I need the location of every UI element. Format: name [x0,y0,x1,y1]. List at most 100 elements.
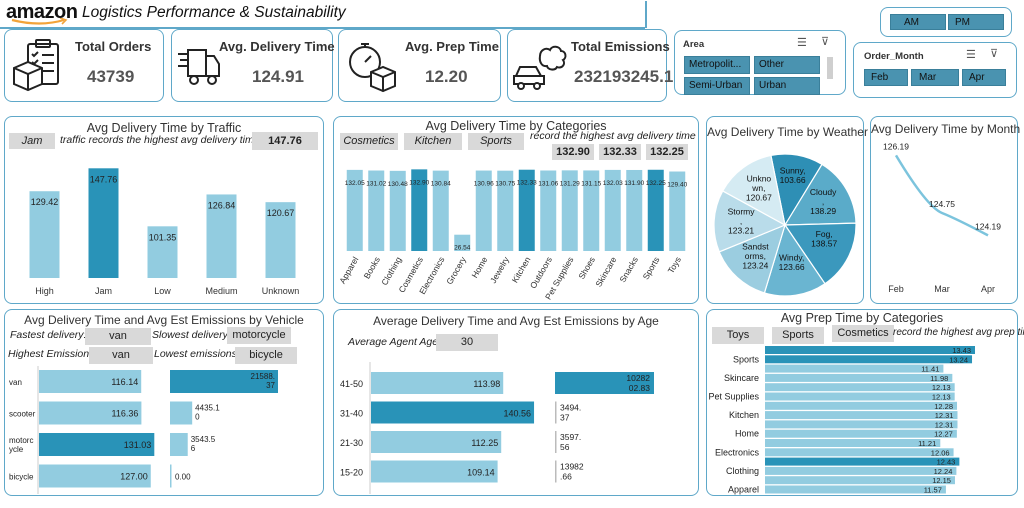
row-label: scooter [9,410,36,419]
tick-label: Feb [888,284,904,294]
slice-label: Sunny, 103.66 [780,166,806,186]
chart-title: Avg Delivery Time by Traffic [86,121,242,135]
tick-label: Sports [733,354,760,364]
bar [497,170,514,251]
tick-label: Electronics [715,447,760,457]
tick-label: Shoes [576,255,597,281]
bar [371,401,535,424]
multi-select-icon[interactable]: ☰ [797,37,807,49]
slicer-item[interactable]: Other [754,56,820,74]
tick-label: Medium [205,286,237,296]
slicer-item[interactable]: Mar [911,69,959,86]
bar [647,169,664,251]
tick-label: Kitchen [510,255,533,285]
data-label: 12.24 [934,467,953,476]
logo-text: amazon [6,1,78,23]
bar [39,464,151,488]
dashboard-title: Logistics Performance & Sustainability [82,4,346,21]
bar [454,234,471,251]
data-label: 12.13 [932,383,951,392]
bar [765,401,958,410]
bar [346,169,363,251]
slicer-item[interactable]: Feb [864,69,908,86]
bar [765,420,958,429]
data-label: 140.56 [504,409,532,419]
data-label: 130.48 [388,181,408,188]
bar [147,226,178,278]
bar [765,355,973,364]
data-label: 12.28 [934,402,953,411]
area-slicer: Area ☰ ⊽ Metropolit... Other Semi-Urban … [674,30,846,95]
slicer-item-am[interactable]: AM [890,14,946,30]
tick-label: Sports [641,255,662,281]
categories-panel: Avg Delivery Time by Categories Cosmetic… [333,116,699,304]
data-label: 126.84 [208,200,236,210]
fastest-label: Fastest delivery: [10,329,87,341]
multi-select-icon[interactable]: ☰ [966,49,976,61]
data-label: 11.57 [924,486,942,495]
data-label: 131.06 [538,180,558,187]
bar [88,168,119,278]
tick-label: Snacks [617,255,640,284]
slice-label: Stormy, 123.21 [728,207,756,236]
highest-emissions-label: Highest Emissions: [8,348,98,360]
data-label: 126.19 [883,141,909,151]
categories-bar-chart: 132.05Apparel131.02Books130.48Clothing13… [337,169,688,301]
slicer-scrollbar[interactable] [827,57,833,79]
slicer-item[interactable]: Semi-Urban [684,77,750,95]
clear-filter-icon[interactable]: ⊽ [821,36,830,48]
bar [626,169,643,251]
clear-filter-icon[interactable]: ⊽ [990,48,999,60]
tick-label: Grocery [444,254,468,286]
data-label: 26.54 [454,245,471,252]
data-label: 3494. 37 [560,403,581,423]
slicer-item[interactable]: Urban [754,77,820,95]
slicer-item[interactable]: Metropolit... [684,56,750,74]
tick-label: Skincare [593,255,618,289]
header-underline [0,27,645,29]
bar [765,466,957,475]
bar [206,194,237,278]
tick-label: Low [154,286,171,296]
tick-label: Clothing [726,466,759,476]
slicer-item-pm[interactable]: PM [948,14,1004,30]
bar [555,401,557,424]
data-label: 12.15 [932,476,951,485]
top-prep-chip: Cosmetics [832,325,894,342]
lowest-emissions-label: Lowest emissions: [154,348,240,360]
data-label: 116.36 [112,409,139,419]
data-label: 101.35 [149,232,177,242]
data-label: 120.67 [267,208,295,218]
traffic-bar-chart: 129.42 High 147.76 Jam 101.35 Low 126.84 Medium… [29,168,299,296]
bar [765,448,954,457]
slice-label: Unkno wn, 120.67 [746,174,772,203]
prep-panel: Avg Prep Time by Categories Toys Sports … [706,309,1024,496]
bar [371,431,502,453]
bar [540,170,557,251]
lowest-emissions-chip: bicycle [235,347,297,364]
vehicle-bar-chart: van 116.14 21588. 37 scooter 116.36 4435.1 0 mot… [9,366,278,494]
bar [411,169,428,251]
data-label: 21588. 37 [251,372,276,390]
data-label: 0.00 [175,473,191,482]
tick-label: Home [735,429,759,439]
data-label: 131.15 [581,180,601,187]
bar [765,457,960,466]
kpi-value: 12.20 [425,67,468,86]
kpi-card-total-emissions: Total Emissions 232193245.1 [507,29,673,102]
top-value-chip: 132.90 [552,144,594,160]
pie-slice [783,222,857,285]
kpi-label: Avg. Delivery Time [219,39,335,54]
clipboard-box-icon [13,39,59,92]
bar [765,392,955,401]
data-label: 13.43 [952,346,971,355]
bar [669,171,686,251]
bar [765,364,944,373]
data-label: 124.75 [929,199,955,209]
slowest-chip: motorcycle [227,327,291,344]
slicer-item[interactable]: Apr [962,69,1006,86]
data-label: 12.31 [935,411,954,420]
kpi-card-total-orders: Total Orders 43739 [4,29,164,102]
highest-emissions-chip: van [89,347,153,364]
amazon-logo: amazon [6,1,78,25]
